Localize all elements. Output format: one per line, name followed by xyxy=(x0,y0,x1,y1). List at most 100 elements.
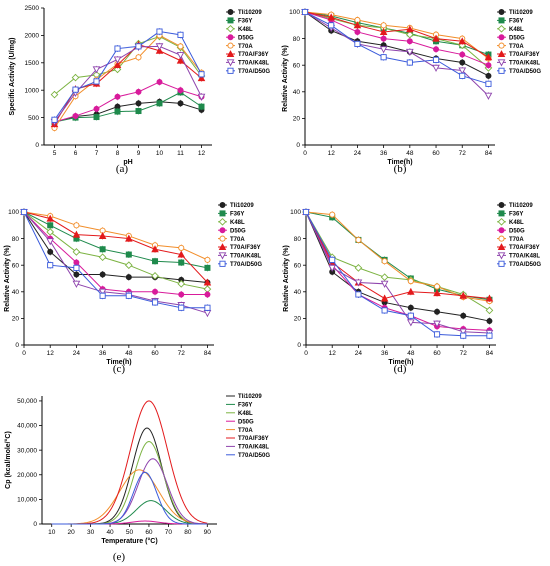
data-point-t70a-f36y xyxy=(327,13,335,21)
x-tick-label: 0 xyxy=(304,350,308,357)
y-tick-label: 0 xyxy=(15,342,19,349)
x-tick-label: 24 xyxy=(354,150,362,157)
data-point-tli10209 xyxy=(99,271,106,278)
legend-label-d50g: D50G xyxy=(509,35,525,41)
legend-marker-t70a-d50g xyxy=(498,260,505,267)
x-tick-label: 50 xyxy=(126,529,134,536)
data-point-tli10209 xyxy=(434,308,441,315)
legend-marker-tli10209 xyxy=(227,8,234,15)
legend-marker-tli10209 xyxy=(498,201,505,208)
legend-label-t70a: T70A xyxy=(230,237,245,243)
legend-label-t70a-k48l: T70A/K48L xyxy=(230,254,261,260)
data-point-d50g xyxy=(156,78,163,85)
legend-marker-t70a-k48l xyxy=(218,252,227,260)
x-tick-label: 30 xyxy=(87,529,95,536)
data-point-d50g xyxy=(406,38,413,45)
x-tick-label: 20 xyxy=(68,529,76,536)
x-tick-label: 60 xyxy=(145,529,153,536)
data-point-t70a-d50g xyxy=(485,80,492,87)
legend-marker-f36y xyxy=(498,17,505,24)
data-point-tli10209 xyxy=(47,248,54,255)
data-point-t70a-d50g xyxy=(156,28,163,35)
data-point-d50g xyxy=(114,93,121,100)
x-tick-label: 72 xyxy=(459,150,467,157)
x-tick-label: 84 xyxy=(204,350,212,357)
data-point-f36y xyxy=(152,258,159,265)
legend-label-k48l: K48L xyxy=(238,411,253,417)
series-line-t70a-k48l xyxy=(54,45,202,123)
data-point-k48l xyxy=(98,253,107,262)
y-tick-label: 10,000 xyxy=(17,497,37,504)
y-tick-label: 20,000 xyxy=(17,472,37,479)
series-line-t70a-f36y xyxy=(23,211,208,283)
y-tick-label: 40,000 xyxy=(17,423,37,430)
chart-panel-2: 0 12 24 36 48 60 72 84 0 20 40 60 80 100 Time(h) Relati… xyxy=(282,8,541,175)
series-line-t70a xyxy=(23,211,208,261)
y-tick-label: 40 xyxy=(294,289,302,296)
data-point-t70a-k48l xyxy=(92,66,101,74)
data-point-f36y xyxy=(156,100,163,107)
x-tick-label: 11 xyxy=(177,150,184,157)
data-point-t70a-d50g xyxy=(407,312,414,319)
data-point-f36y xyxy=(198,103,205,110)
series-line-t70a-d50g xyxy=(305,211,490,337)
series-line-f36y xyxy=(23,211,208,269)
y-tick-label: 50,000 xyxy=(17,398,37,405)
legend-marker-t70a-k48l xyxy=(497,59,506,67)
data-point-t70a-d50g xyxy=(73,264,80,271)
y-axis-title: Cp (kcal/mole/°C) xyxy=(4,431,12,489)
data-point-f36y xyxy=(99,246,106,253)
data-point-t70a-f36y xyxy=(203,278,212,286)
y-tick-label: 20 xyxy=(293,116,301,123)
x-axis-title: Time(h) xyxy=(106,359,131,366)
y-tick-label: 0 xyxy=(296,142,300,149)
x-tick-label: 12 xyxy=(198,150,206,157)
legend-label-d50g: D50G xyxy=(509,228,525,234)
x-tick-label: 9 xyxy=(137,150,141,157)
data-point-t70a xyxy=(355,236,362,243)
y-axis-title: Specific Activity (U/mg) xyxy=(9,38,16,116)
legend-marker-t70a-d50g xyxy=(227,67,234,74)
data-point-t70a-d50g xyxy=(355,291,362,298)
series-line-d50g xyxy=(54,81,202,123)
x-tick-label: 24 xyxy=(355,350,363,357)
series-line-k48l xyxy=(23,211,208,290)
legend-marker-t70a-k48l xyxy=(226,59,235,67)
y-tick-label: 500 xyxy=(28,115,39,122)
legend-label-k48l: K48L xyxy=(509,220,524,226)
data-point-k48l xyxy=(50,90,59,99)
legend-label-tli10209: Tli10209 xyxy=(238,394,262,400)
data-point-k48l xyxy=(354,264,363,272)
data-point-t70a-k48l xyxy=(405,48,414,56)
data-point-t70a-d50g xyxy=(178,304,185,311)
legend-label-tli10209: Tli10209 xyxy=(230,203,254,209)
legend-marker-t70a-f36y xyxy=(497,50,506,57)
data-point-t70a-k48l xyxy=(379,46,388,54)
legend-marker-f36y xyxy=(219,210,226,217)
data-point-t70a-d50g xyxy=(198,71,205,78)
data-point-t70a-d50g xyxy=(47,262,54,269)
y-tick-label: 100 xyxy=(289,9,300,16)
legend-label-f36y: F36Y xyxy=(238,19,252,25)
series-line-t70a-d50g xyxy=(23,211,208,309)
data-point-tli10209 xyxy=(407,304,414,311)
data-point-t70a-d50g xyxy=(135,43,142,50)
legend-label-f36y: F36Y xyxy=(238,403,252,409)
data-point-t70a-d50g xyxy=(125,292,132,299)
legend-label-t70a-d50g: T70A/D50G xyxy=(509,262,541,268)
x-tick-label: 70 xyxy=(165,529,173,536)
series-line-tli10209 xyxy=(23,211,208,283)
y-tick-label: 60 xyxy=(293,62,301,69)
data-point-t70a-f36y xyxy=(485,294,494,302)
data-point-t70a-d50g xyxy=(302,208,310,216)
chart-panel-5: 10 20 30 40 50 60 70 80 90 0 10,000 20,000 30,000 40,… xyxy=(4,394,270,563)
data-point-f36y xyxy=(93,114,100,121)
data-point-t70a-f36y xyxy=(176,56,185,64)
data-point-d50g xyxy=(72,112,79,119)
x-tick-label: 72 xyxy=(460,350,468,357)
chart-panel-4: 0 12 24 36 48 60 72 84 0 20 40 60 80 100 Time(h) Relati… xyxy=(283,201,541,375)
x-tick-label: 0 xyxy=(303,150,307,157)
data-point-t70a-k48l xyxy=(203,310,212,318)
x-tick-label: 84 xyxy=(486,350,494,357)
y-tick-label: 60 xyxy=(294,262,302,269)
